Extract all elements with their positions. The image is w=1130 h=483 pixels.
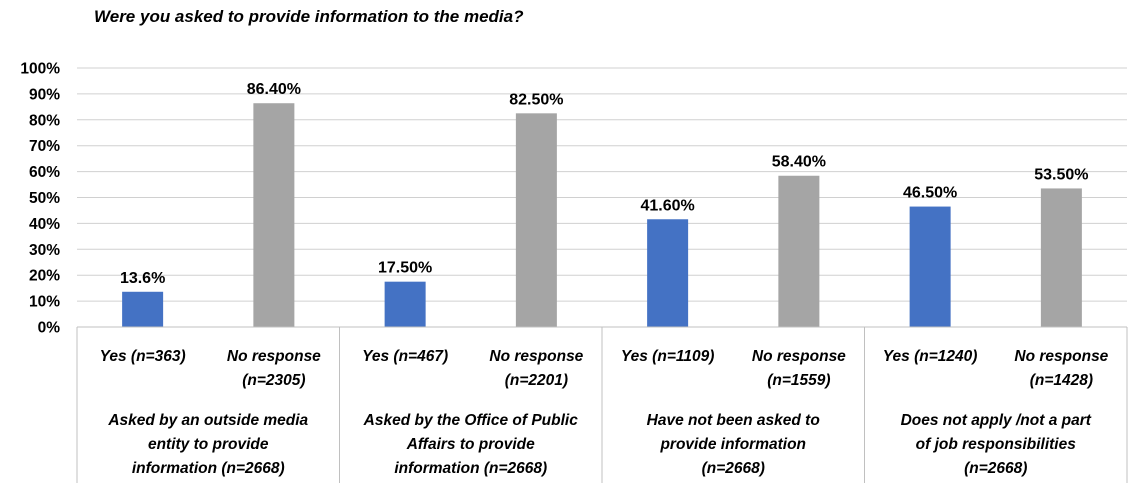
- bar-yes: [122, 292, 163, 327]
- y-tick-label: 10%: [29, 294, 60, 311]
- bars: [122, 103, 1082, 327]
- y-axis-ticks: 0% 10% 20% 30% 40% 50% 60% 70% 80% 90% 100%: [20, 61, 60, 337]
- y-tick-label: 70%: [29, 138, 60, 155]
- category-label: Yes (n=1109): [621, 348, 714, 365]
- group-label: Have not been asked to: [647, 412, 820, 429]
- category-label: (n=2305): [242, 372, 305, 389]
- category-label: Yes (n=1240): [883, 348, 978, 365]
- data-label: 53.50%: [1034, 166, 1088, 183]
- group-label: entity to provide: [148, 436, 269, 453]
- data-label: 82.50%: [509, 91, 563, 108]
- y-tick-label: 60%: [29, 164, 60, 181]
- group-label: Does not apply /not a part: [901, 412, 1092, 429]
- group-label: information (n=2668): [132, 460, 285, 477]
- bar-yes: [910, 207, 951, 327]
- category-label: (n=2201): [505, 372, 568, 389]
- bar-no: [778, 176, 819, 327]
- gridlines: [77, 68, 1127, 301]
- group-label: of job responsibilities: [916, 436, 1077, 453]
- category-label: (n=1428): [1030, 372, 1093, 389]
- y-tick-label: 50%: [29, 190, 60, 207]
- chart-title: Were you asked to provide information to…: [94, 7, 524, 26]
- category-label: (n=1559): [767, 372, 830, 389]
- data-label: 86.40%: [247, 81, 301, 98]
- bar-yes: [647, 219, 688, 327]
- y-tick-label: 90%: [29, 86, 60, 103]
- group-label: provide information: [659, 436, 806, 453]
- category-label: No response: [227, 348, 321, 365]
- bar-no: [516, 113, 557, 327]
- bar-no: [1041, 188, 1082, 327]
- y-tick-label: 20%: [29, 268, 60, 285]
- category-label: No response: [489, 348, 583, 365]
- group-label: (n=2668): [702, 460, 765, 477]
- bar-yes: [385, 282, 426, 327]
- category-label: Yes (n=363): [100, 348, 186, 365]
- y-tick-label: 30%: [29, 242, 60, 259]
- group-label: Asked by the Office of Public: [363, 412, 579, 429]
- group-label: (n=2668): [964, 460, 1027, 477]
- category-label: No response: [1014, 348, 1108, 365]
- y-tick-label: 80%: [29, 112, 60, 129]
- data-label: 58.40%: [772, 154, 826, 171]
- data-label: 17.50%: [378, 260, 432, 277]
- bar-no: [253, 103, 294, 327]
- group-labels: Asked by an outside media entity to provi…: [107, 412, 1091, 477]
- data-label: 46.50%: [903, 185, 957, 202]
- group-label: Asked by an outside media: [107, 412, 308, 429]
- group-label: Affairs to provide: [406, 436, 535, 453]
- y-tick-label: 100%: [20, 61, 60, 78]
- category-label: Yes (n=467): [362, 348, 448, 365]
- data-label: 41.60%: [640, 197, 694, 214]
- group-label: information (n=2668): [394, 460, 547, 477]
- y-tick-label: 40%: [29, 216, 60, 233]
- data-label: 13.6%: [120, 270, 165, 287]
- category-label: No response: [752, 348, 846, 365]
- y-tick-label: 0%: [38, 320, 61, 337]
- category-labels: Yes (n=363) No response (n=2305) Yes (n=467…: [100, 348, 1109, 389]
